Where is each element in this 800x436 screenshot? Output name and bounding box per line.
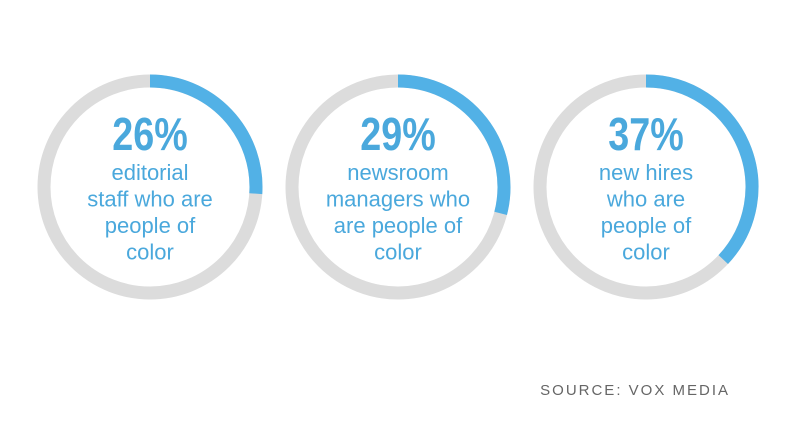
gauge-label: color [622,239,670,264]
gauge-arc [149,74,263,195]
gauge-label: people of [105,213,196,238]
gauge-label: are people of [334,213,463,238]
source: SOURCE: VOX MEDIA [540,382,730,399]
gauge-label: people of [601,213,692,238]
gauge-label: staff who are [87,186,213,211]
gauge-label: editorial [111,160,188,185]
gauge-label: color [126,239,174,264]
gauge-label: who are [606,186,685,211]
percent-label: 37% [608,109,683,160]
percent-label: 29% [360,109,435,160]
gauge-label: new hires [599,160,693,185]
percent-label: 26% [112,109,187,160]
gauge-label: color [374,239,422,264]
gauge-arc [645,74,759,265]
gauge-label: managers who [326,186,470,211]
gauge-label: newsroom [347,160,448,185]
gauge-arc [397,74,511,215]
